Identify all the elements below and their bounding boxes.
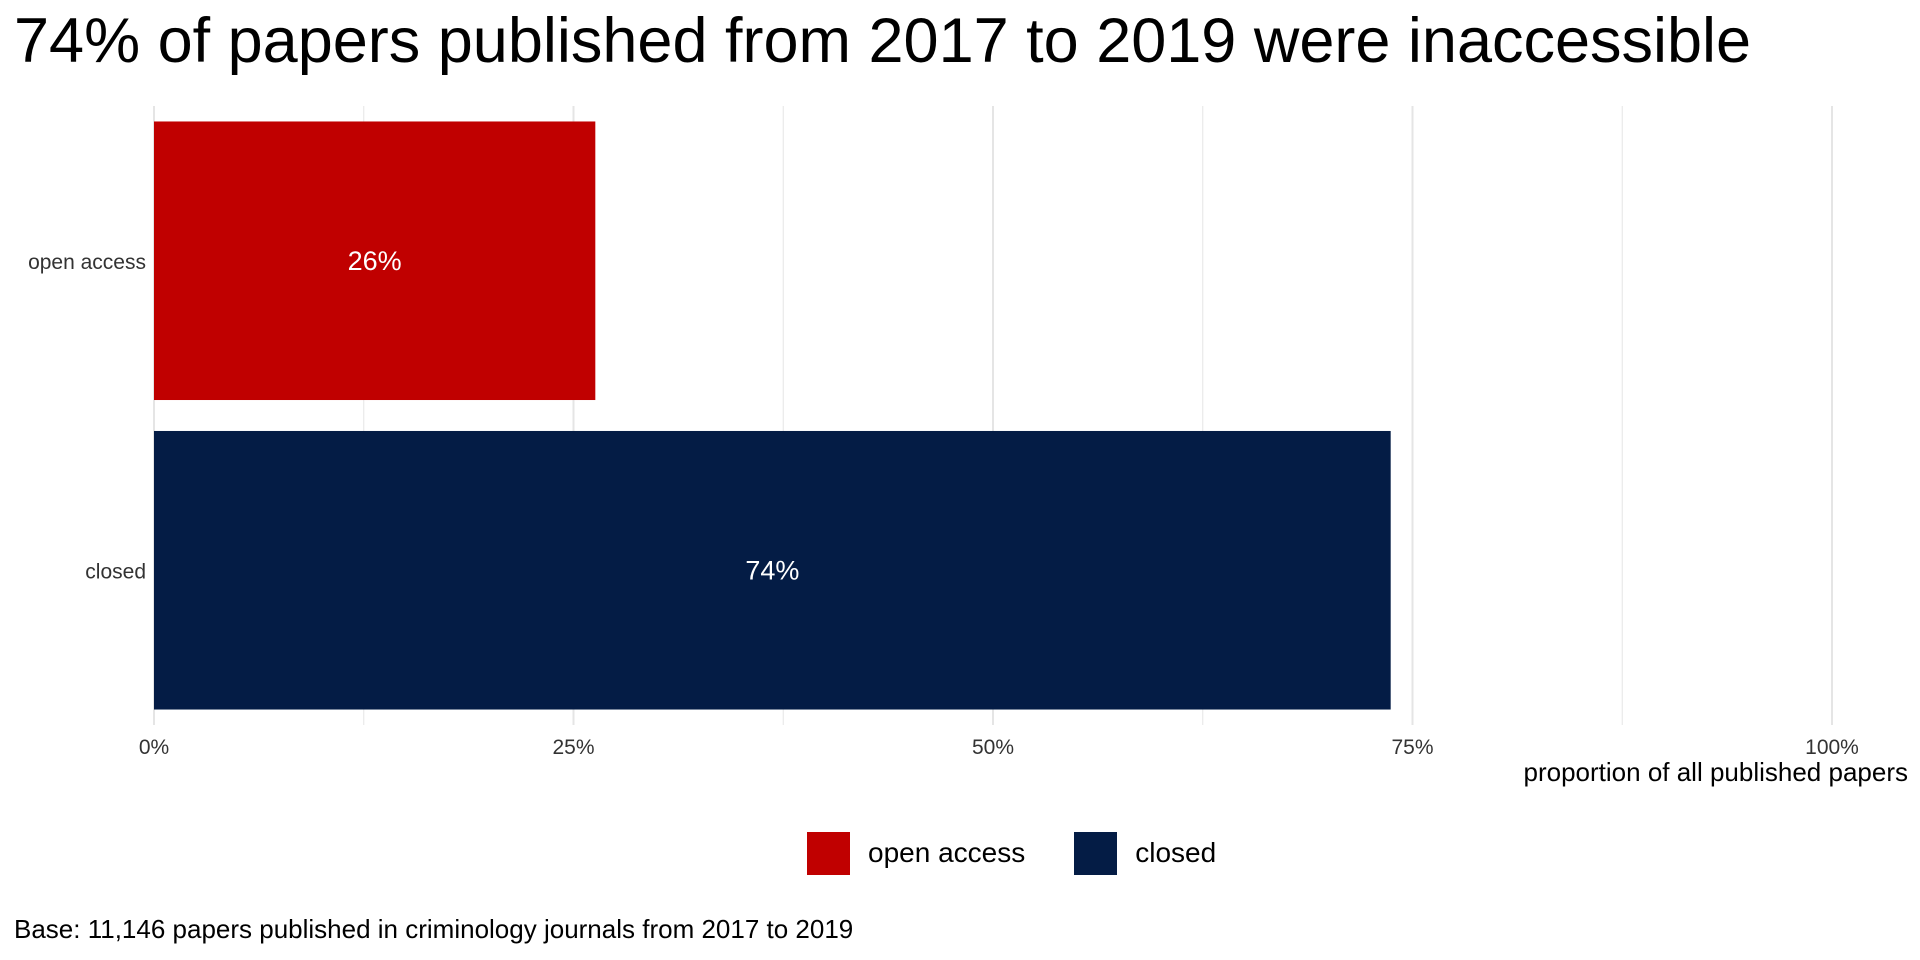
bar-value-label-open-access: 26% — [348, 246, 402, 276]
x-tick-label: 50% — [972, 736, 1014, 759]
bar-closed — [154, 430, 1391, 710]
chart-caption: Base: 11,146 papers published in crimino… — [14, 914, 854, 944]
legend-item-closed: closed — [1074, 831, 1217, 875]
x-tick-label: 25% — [552, 736, 594, 759]
legend-label-closed: closed — [1135, 837, 1217, 868]
legend-swatch-closed — [1074, 831, 1118, 875]
y-axis-tick-labels: open access closed — [28, 251, 146, 584]
bar-labels: 26% 74% — [348, 246, 800, 586]
x-axis-tick-labels: 0% 25% 50% 75% 100% — [139, 736, 1859, 759]
x-axis-title: proportion of all published papers — [1524, 757, 1908, 787]
bar-open-access — [154, 121, 596, 401]
bar-value-label-closed: 74% — [745, 555, 799, 585]
y-tick-label-open-access: open access — [28, 251, 146, 274]
bars — [154, 121, 1391, 710]
y-tick-label-closed: closed — [85, 560, 146, 583]
x-tick-label: 75% — [1391, 736, 1433, 759]
legend-label-open-access: open access — [868, 837, 1026, 868]
legend: open access closed — [807, 831, 1265, 875]
x-tick-label: 100% — [1805, 736, 1859, 759]
x-tick-label: 0% — [139, 736, 169, 759]
legend-item-open-access: open access — [807, 831, 1026, 875]
chart-title: 74% of papers published from 2017 to 201… — [14, 6, 1752, 76]
legend-swatch-open-access — [807, 831, 850, 875]
